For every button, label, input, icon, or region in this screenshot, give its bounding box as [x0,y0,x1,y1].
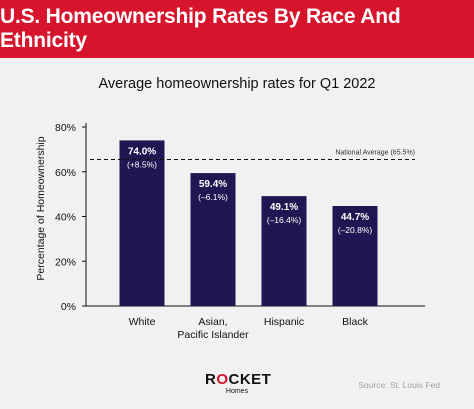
y-tick-label: 20% [55,256,76,268]
page-title: U.S. Homeownership Rates By Race And Eth… [0,5,401,52]
bar-value-label: 49.1% [270,202,298,213]
bar [119,140,165,306]
y-tick-label: 40% [55,212,76,224]
logo-letter-r: R [205,371,217,388]
y-tick-label: 60% [55,167,76,179]
x-category-label: Pacific Islander [177,329,249,341]
x-category-label: Black [342,316,368,328]
logo-letter-o: O [216,371,229,388]
header-banner: U.S. Homeownership Rates By Race And Eth… [0,0,474,58]
logo-letters-cket: CKET [228,371,272,388]
bar-change-label: (–6.1%) [198,192,228,202]
x-category-label: Asian, [198,316,227,328]
bar [190,173,236,306]
bar-chart: 0% 20% 40% 60% 80% Percentage of Homeownershi… [35,122,425,341]
logo-wordmark: ROCKET [205,371,272,388]
chart-subtitle: Average homeownership rates for Q1 2022 [98,76,376,92]
logo-subtext: Homes [225,388,249,395]
national-average-label: National Average (65.5%) [335,149,415,156]
x-category-label: Hispanic [264,316,304,328]
y-tick-label: 0% [61,301,76,313]
bar-change-label: (–20.8%) [338,225,373,235]
bar-value-label: 44.7% [341,212,369,223]
rocket-homes-logo: ROCKET Homes [205,371,272,396]
y-tick-label: 80% [55,122,76,134]
source-note: Source: St. Louis Fed [358,380,440,390]
bar-change-label: (–16.4%) [267,215,302,225]
bar [332,205,378,306]
bar-value-label: 74.0% [128,146,156,157]
bar-change-label: (+8.5%) [127,159,157,169]
x-category-label: White [129,316,156,328]
bar [261,196,307,306]
y-axis-title: Percentage of Homeownership [35,136,47,280]
bar-value-label: 59.4% [199,179,227,190]
